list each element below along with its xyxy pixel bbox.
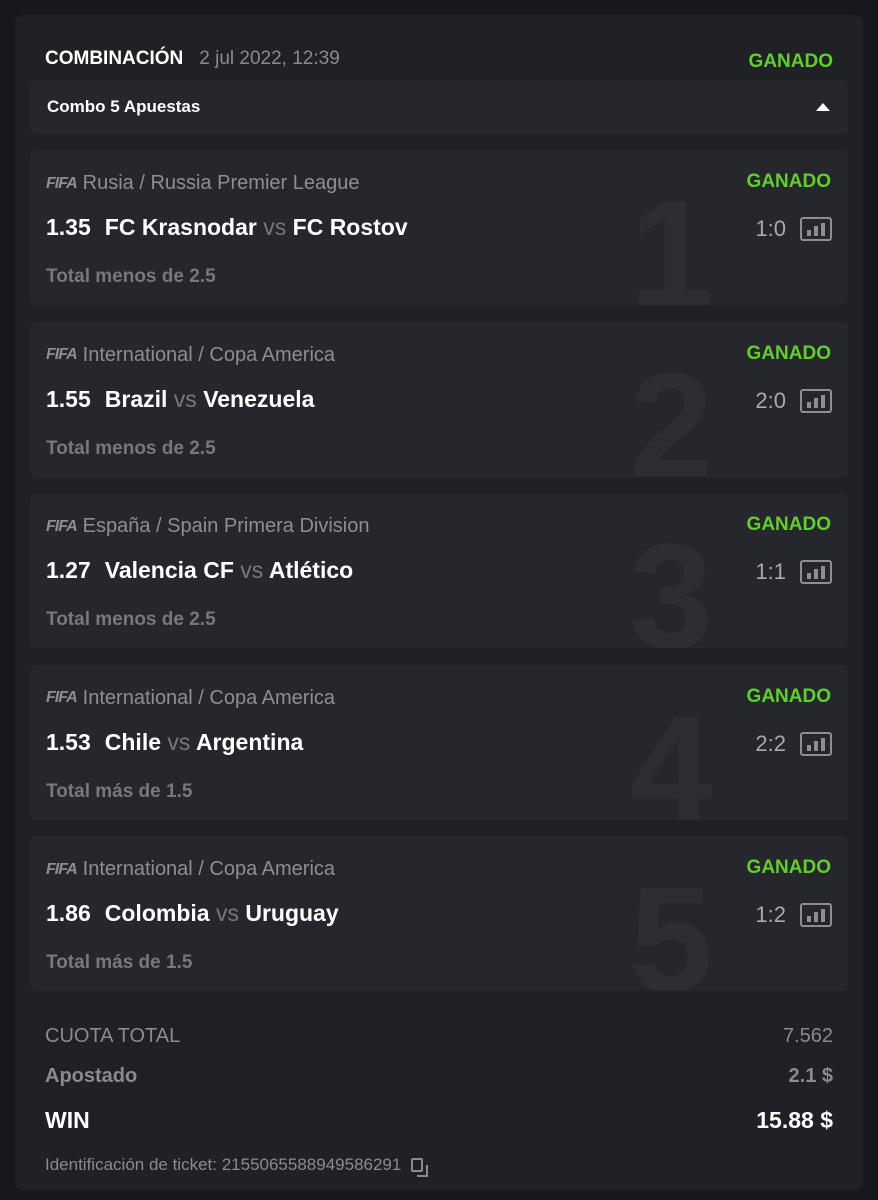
away-team: Venezuela <box>203 385 315 412</box>
win-value: 15.88 $ <box>756 1107 833 1133</box>
bet-status-badge: GANADO <box>746 514 831 535</box>
home-team: FC Krasnodar <box>104 214 257 240</box>
market: Total menos de 2.5 <box>46 266 216 287</box>
away-team: Uruguay <box>245 900 339 926</box>
stats-chart-icon[interactable] <box>800 731 832 756</box>
bet-number: 1 <box>629 169 713 305</box>
fifa-logo-icon: FIFA <box>46 689 78 706</box>
total-odds-value: 7.562 <box>782 1025 833 1047</box>
vs-label: vs <box>167 728 191 755</box>
league-name: International / Copa America <box>82 343 336 366</box>
staked-row: Apostado 2.1 $ <box>45 1065 833 1088</box>
copy-icon[interactable] <box>411 1158 429 1177</box>
bet-type: COMBINACIÓN <box>45 48 184 69</box>
market: Total más de 1.5 <box>46 780 193 802</box>
bet-card[interactable]: 1 FIFA Rusia / Russia Premier League GANA… <box>30 150 848 305</box>
fifa-logo-icon: FIFA <box>46 860 78 878</box>
bet-card[interactable]: 2 FIFA International / Copa America GANAD… <box>30 321 848 477</box>
odds: 1.86 <box>46 900 91 926</box>
league-name: España / Spain Primera Division <box>82 515 370 537</box>
home-team: Brazil <box>104 385 168 412</box>
match: 1.55 Brazil vs Venezuela <box>46 386 314 413</box>
vs-label: vs <box>263 214 287 240</box>
league-name: International / Copa America <box>82 686 336 709</box>
away-team: Argentina <box>195 728 304 755</box>
stats-chart-icon[interactable] <box>800 217 832 241</box>
fifa-logo-icon: FIFA <box>46 517 78 535</box>
fifa-logo-icon: FIFA <box>46 346 78 363</box>
stats-chart-icon[interactable] <box>800 903 832 927</box>
market: Total menos de 2.5 <box>46 437 216 459</box>
bet-status-badge: GANADO <box>746 342 831 364</box>
vs-label: vs <box>240 557 264 583</box>
ticket-id: Identificación de ticket: 21550655889495… <box>45 1155 429 1177</box>
bet-card[interactable]: 3 FIFA España / Spain Primera Division GA… <box>30 493 848 648</box>
total-odds-row: CUOTA TOTAL 7.562 <box>45 1025 833 1048</box>
win-label: WIN <box>45 1107 90 1133</box>
bet-date: 2 jul 2022, 12:39 <box>199 48 340 69</box>
ticket-id-text: Identificación de ticket: 21550655889495… <box>45 1155 402 1174</box>
score: 1:0 <box>755 216 786 241</box>
home-team: Valencia CF <box>104 557 234 583</box>
bet-status-badge: GANADO <box>746 685 831 707</box>
score: 1:2 <box>755 902 786 927</box>
bet-number: 2 <box>629 340 713 477</box>
vs-label: vs <box>215 900 239 926</box>
home-team: Chile <box>104 728 161 755</box>
odds: 1.27 <box>46 557 91 583</box>
combo-toggle[interactable]: Combo 5 Apuestas <box>30 80 848 134</box>
match: 1.27 Valencia CF vs Atlético <box>46 557 353 584</box>
odds: 1.35 <box>46 214 91 240</box>
score: 2:2 <box>755 730 786 756</box>
staked-label: Apostado <box>45 1065 138 1087</box>
away-team: FC Rostov <box>292 214 408 240</box>
league: FIFA International / Copa America <box>46 687 335 710</box>
away-team: Atlético <box>268 557 354 583</box>
vs-label: vs <box>173 385 197 412</box>
bet-card[interactable]: 4 FIFA International / Copa America GANAD… <box>30 664 848 820</box>
bet-number: 3 <box>629 512 713 648</box>
league: FIFA International / Copa America <box>46 344 335 367</box>
combo-label: Combo 5 Apuestas <box>47 97 201 116</box>
league-name: International / Copa America <box>82 858 336 880</box>
market: Total menos de 2.5 <box>46 609 216 630</box>
score: 2:0 <box>755 387 786 413</box>
home-team: Colombia <box>104 900 210 926</box>
fifa-logo-icon: FIFA <box>46 174 78 192</box>
market: Total más de 1.5 <box>46 952 193 973</box>
collapse-arrow-icon[interactable] <box>816 103 830 111</box>
match: 1.86 Colombia vs Uruguay <box>46 900 339 927</box>
ticket-status-badge: GANADO <box>748 51 833 72</box>
bet-number: 5 <box>629 855 713 991</box>
stats-chart-icon[interactable] <box>800 560 832 584</box>
odds: 1.53 <box>46 728 91 755</box>
ticket-header: COMBINACIÓN 2 jul 2022, 12:39 <box>45 48 340 70</box>
bet-card[interactable]: 5 FIFA International / Copa America GANAD… <box>30 836 848 991</box>
score: 1:1 <box>755 559 786 584</box>
match: 1.53 Chile vs Argentina <box>46 729 303 756</box>
league: FIFA Rusia / Russia Premier League <box>46 172 359 195</box>
staked-value: 2.1 $ <box>788 1065 833 1087</box>
bet-status-badge: GANADO <box>746 857 831 878</box>
league: FIFA International / Copa America <box>46 858 335 881</box>
bet-ticket-panel: COMBINACIÓN 2 jul 2022, 12:39 GANADO Com… <box>15 15 863 1190</box>
total-odds-label: CUOTA TOTAL <box>45 1025 181 1047</box>
league: FIFA España / Spain Primera Division <box>46 515 369 538</box>
match: 1.35 FC Krasnodar vs FC Rostov <box>46 214 408 241</box>
bet-number: 4 <box>629 683 713 820</box>
odds: 1.55 <box>46 385 91 412</box>
stats-chart-icon[interactable] <box>800 388 832 413</box>
league-name: Rusia / Russia Premier League <box>82 172 360 194</box>
bet-status-badge: GANADO <box>746 171 831 192</box>
win-row: WIN 15.88 $ <box>45 1107 833 1134</box>
